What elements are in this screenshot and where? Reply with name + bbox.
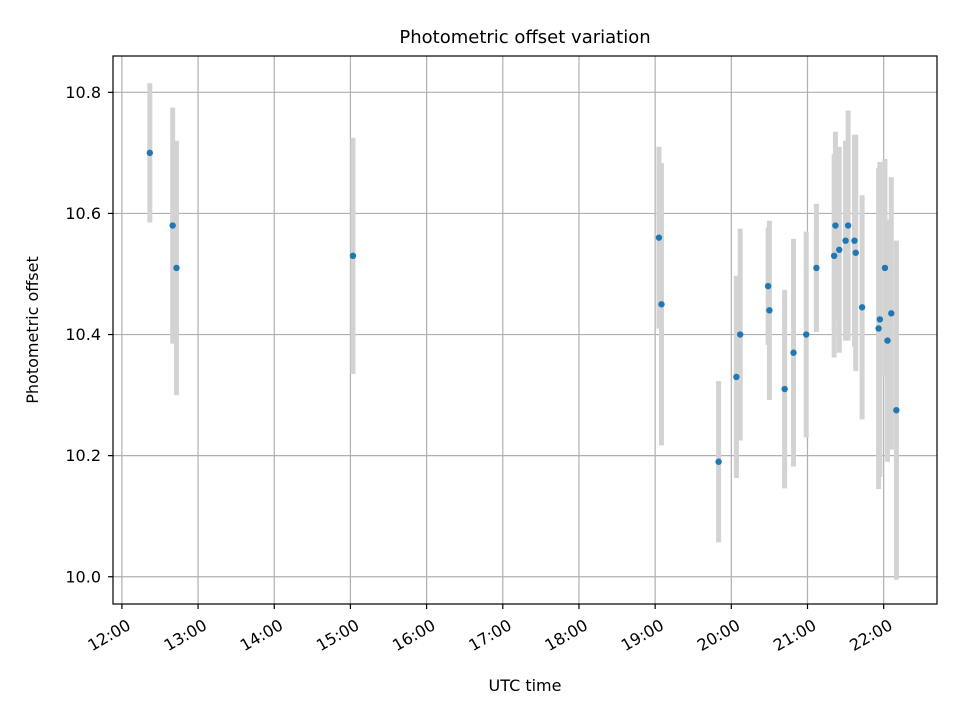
data-point [893,407,900,414]
y-axis-label: Photometric offset [23,256,42,404]
data-point [655,234,663,241]
chart-title: Photometric offset variation [399,27,650,48]
data-point [733,373,740,381]
data-point [875,325,882,332]
data-point [766,307,773,314]
data-points [146,149,900,465]
data-point [790,349,797,356]
data-point [832,222,839,229]
y-tick-label: 10.6 [65,204,101,223]
data-point [851,237,858,244]
data-point [803,331,810,338]
plot-frame [112,55,938,605]
data-point [876,316,884,323]
y-axis: 10.0 10.2 10.4 10.6 10.8 [65,83,113,586]
y-tick-label: 10.0 [65,567,101,586]
data-point [813,264,820,272]
y-tick-label: 10.4 [65,325,101,344]
data-point [836,246,843,253]
data-point [830,252,838,260]
data-point [852,249,859,256]
data-point [764,282,772,290]
data-point [888,310,895,317]
data-point [881,264,889,272]
data-point [781,385,788,393]
data-point [349,252,357,260]
y-tick-label: 10.2 [65,446,101,465]
data-point [842,237,849,244]
data-point [884,337,891,344]
grid [113,56,937,604]
data-point [844,222,852,229]
data-point [173,264,180,272]
y-tick-label: 10.8 [65,83,101,102]
data-point [715,458,722,465]
x-axis-label: UTC time [489,676,562,695]
data-point [658,301,665,308]
data-point [737,331,744,338]
data-point [169,222,176,229]
data-point [146,149,154,157]
data-point [858,304,866,311]
